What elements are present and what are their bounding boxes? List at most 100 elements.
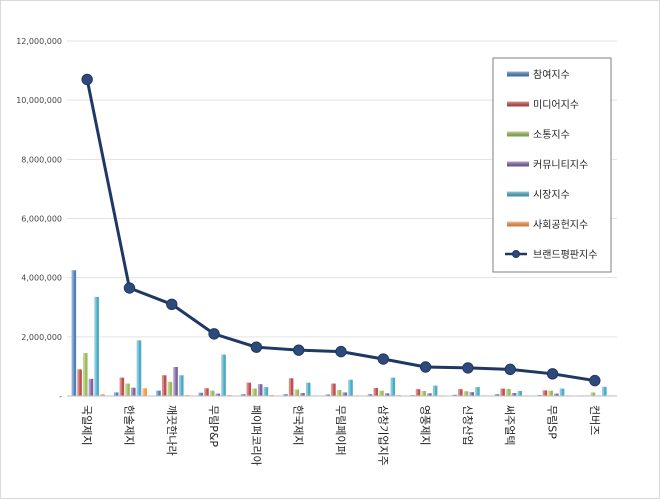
bar-highlight <box>113 392 116 396</box>
bar-highlight <box>336 390 339 396</box>
bar <box>113 392 119 396</box>
bar-highlight <box>348 379 351 396</box>
bar <box>494 394 500 396</box>
line-point <box>166 298 178 310</box>
bar-highlight <box>475 387 478 396</box>
bar <box>602 386 607 396</box>
bar <box>246 382 252 396</box>
bar <box>257 384 263 396</box>
legend-label: 미디어지수 <box>533 99 579 111</box>
y-tick-label: 2,000,000 <box>21 333 62 342</box>
bar-highlight <box>131 387 134 396</box>
bar-highlight <box>119 377 122 396</box>
bar <box>554 393 559 396</box>
category-label: 무림P&P <box>207 405 220 447</box>
bar <box>125 383 130 396</box>
bar-highlight <box>156 390 159 396</box>
line-point <box>546 368 559 380</box>
bar-highlight <box>179 375 182 396</box>
legend-swatch-shade <box>507 191 529 197</box>
bar-highlight <box>94 296 97 396</box>
line-point <box>419 361 432 373</box>
category-label: 무림페이퍼 <box>334 405 347 456</box>
bar-highlight <box>421 390 424 396</box>
bar-highlight <box>125 383 128 396</box>
bar <box>305 382 311 396</box>
bar-highlight <box>288 378 291 396</box>
line-point <box>81 73 93 86</box>
legend-label: 소통지수 <box>533 129 570 141</box>
bar <box>542 390 548 396</box>
bar <box>427 393 432 396</box>
bar <box>288 378 294 396</box>
bar-highlight <box>342 392 345 396</box>
bar <box>77 369 82 396</box>
bar <box>336 390 342 396</box>
bar <box>94 296 99 396</box>
bar <box>390 377 396 396</box>
bar <box>83 353 88 396</box>
bar-highlight <box>300 393 303 396</box>
bar <box>215 393 221 396</box>
bar-highlight <box>452 394 455 396</box>
category-label: 페이퍼코리아 <box>249 405 262 466</box>
bar <box>294 389 300 396</box>
legend-label: 사회공헌지수 <box>533 219 588 231</box>
bar <box>300 393 305 396</box>
category-label: 신창산업 <box>461 405 474 445</box>
bar <box>325 394 330 396</box>
bar <box>173 367 178 396</box>
bar <box>500 388 505 396</box>
bar-highlight <box>221 354 224 396</box>
bar-highlight <box>427 393 430 396</box>
bar <box>469 392 475 396</box>
line-point <box>250 341 263 353</box>
bar-highlight <box>500 388 503 396</box>
bar <box>209 390 215 396</box>
bar-highlight <box>161 375 164 396</box>
line-point <box>335 345 347 358</box>
bar <box>100 394 105 396</box>
bar-highlight <box>469 392 472 396</box>
y-axis: - 2,000,000 4,000,000 6,000,000 8,000,000 10,… <box>16 37 62 401</box>
bar <box>548 390 553 396</box>
category-label: 영풍제지 <box>419 405 432 445</box>
bar-highlight <box>506 388 509 396</box>
bar <box>590 392 596 396</box>
category-label: 한솔제지 <box>122 405 135 445</box>
bar-highlight <box>590 392 593 396</box>
line-series <box>81 73 601 387</box>
category-label: 국일제지 <box>80 405 94 445</box>
bar <box>240 394 246 396</box>
bar <box>348 379 353 396</box>
bar-highlight <box>257 384 261 396</box>
legend-label: 브랜드평판지수 <box>533 249 597 261</box>
bar-highlight <box>209 390 213 396</box>
bar-highlight <box>215 393 218 396</box>
category-label: 무림SP <box>546 405 559 439</box>
bar-highlight <box>204 388 207 396</box>
bar <box>161 375 167 396</box>
bar <box>452 394 457 396</box>
line-point <box>377 353 390 365</box>
legend-label: 참여지수 <box>533 69 570 81</box>
bar-highlight <box>559 388 562 396</box>
bar-highlight <box>283 394 286 396</box>
bar-highlight <box>100 394 103 396</box>
bar-highlight <box>173 367 176 396</box>
bar <box>136 340 142 396</box>
bar-highlight <box>494 394 497 396</box>
bar <box>252 388 257 396</box>
x-axis: 국일제지 한솔제지 깨끗한나라 무림P&P 페이퍼코리아 한국제지 무림페이퍼 삼창기업지주 영… <box>67 395 617 466</box>
bar <box>221 354 226 396</box>
bar <box>179 375 184 396</box>
bar-highlight <box>294 389 297 396</box>
bar <box>506 388 511 396</box>
bar-highlight <box>432 385 435 396</box>
line-point <box>589 374 601 387</box>
category-label: 삼창기업지주 <box>376 405 389 466</box>
bar <box>373 388 379 396</box>
y-tick-label: 8,000,000 <box>21 155 62 164</box>
category-label: 한국제지 <box>292 405 305 445</box>
bar-highlight <box>83 353 86 396</box>
